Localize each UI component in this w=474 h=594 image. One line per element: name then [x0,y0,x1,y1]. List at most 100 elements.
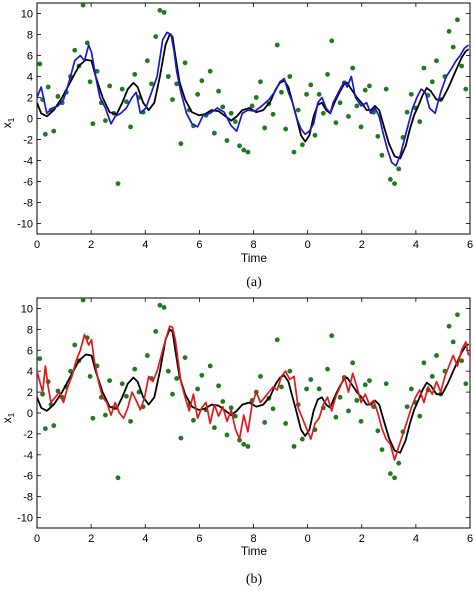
data-point [459,63,465,69]
y-tick-label: -8 [23,198,33,210]
data-point [157,302,163,308]
data-point [299,436,305,442]
plot-area [36,297,471,529]
data-point [362,382,368,388]
data-point [245,444,251,449]
panel-caption: (b) [246,572,263,587]
y-tick-label: -4 [23,450,33,462]
data-point [304,386,309,392]
data-point [161,10,167,15]
data-point [224,432,230,438]
data-point [283,126,289,132]
data-point [216,383,221,389]
data-point [279,89,284,95]
data-point [195,386,201,392]
y-tick-label: -6 [23,471,33,483]
data-point [207,68,213,74]
data-point [320,110,326,116]
x-tick-label: 6 [196,533,202,545]
data-point [216,88,221,94]
data-point [224,138,230,143]
data-point [392,181,397,187]
data-point [115,475,121,481]
data-point [119,381,125,387]
data-point [383,86,389,92]
data-point [450,44,456,50]
data-point [211,425,217,431]
data-point [72,342,78,348]
data-point [346,408,351,414]
data-point [228,110,234,116]
data-point [308,377,314,382]
data-point [241,441,247,447]
data-point [132,72,138,77]
data-point [287,74,293,79]
plot-area [36,2,471,235]
data-point [446,28,452,34]
data-point [182,60,188,66]
data-point [241,147,247,153]
observation-points [37,3,469,187]
data-point [199,78,205,84]
x-tick-label: 4 [142,239,148,251]
y-tick-label: 8 [27,30,33,42]
data-point [37,356,43,362]
y-tick-label: -2 [23,135,33,147]
data-point [94,68,100,74]
data-point [207,363,213,369]
data-point [354,398,360,403]
data-point [463,86,469,92]
data-point [115,181,121,187]
data-point [274,337,280,343]
data-point [270,406,276,412]
x-tick-label: 4 [413,533,419,545]
data-point [274,42,280,48]
x-tick-label: 2 [359,239,365,251]
chart-panel-a: Time (a) x1 -10 -8 -6 -4 -2 0 2 4 6 8 10 0 2 4 6 8 0 2 4 6 [0,2,473,290]
x-tick-label: 4 [413,239,419,251]
data-point [149,81,154,87]
data-point [463,381,469,387]
data-point [396,460,402,466]
data-point [258,79,263,85]
data-point [144,353,150,358]
y-tick-label: 0 [27,114,33,126]
data-point [459,358,465,364]
x-tick-label: 2 [359,533,365,545]
data-point [72,47,78,53]
data-point [55,94,61,99]
data-point [84,40,90,46]
data-point [316,91,322,97]
data-point [455,312,460,318]
data-point [170,97,175,102]
data-point [455,17,460,23]
data-point [299,142,305,148]
data-point [417,413,423,419]
data-point [40,391,45,397]
svg-text:x1: x1 [0,412,16,423]
data-point [362,87,368,93]
data-point [283,421,289,426]
data-point [211,130,217,136]
y-axis-label: x [0,417,14,423]
data-point [245,149,251,155]
data-point [174,81,180,87]
y-axis-label: x [0,122,14,128]
data-point [287,368,293,374]
data-point [153,34,159,39]
data-point [375,133,381,139]
data-point [128,124,133,130]
x-tick-label: 0 [305,533,311,545]
data-point [107,83,113,89]
data-point [446,323,452,329]
data-point [144,58,150,64]
y-tick-label: 6 [27,345,33,357]
data-point [434,353,439,358]
y-tick-label: -4 [23,156,33,168]
data-point [308,82,314,88]
data-point [408,91,414,97]
data-point [237,437,242,443]
data-point [396,166,402,172]
data-point [392,475,397,481]
